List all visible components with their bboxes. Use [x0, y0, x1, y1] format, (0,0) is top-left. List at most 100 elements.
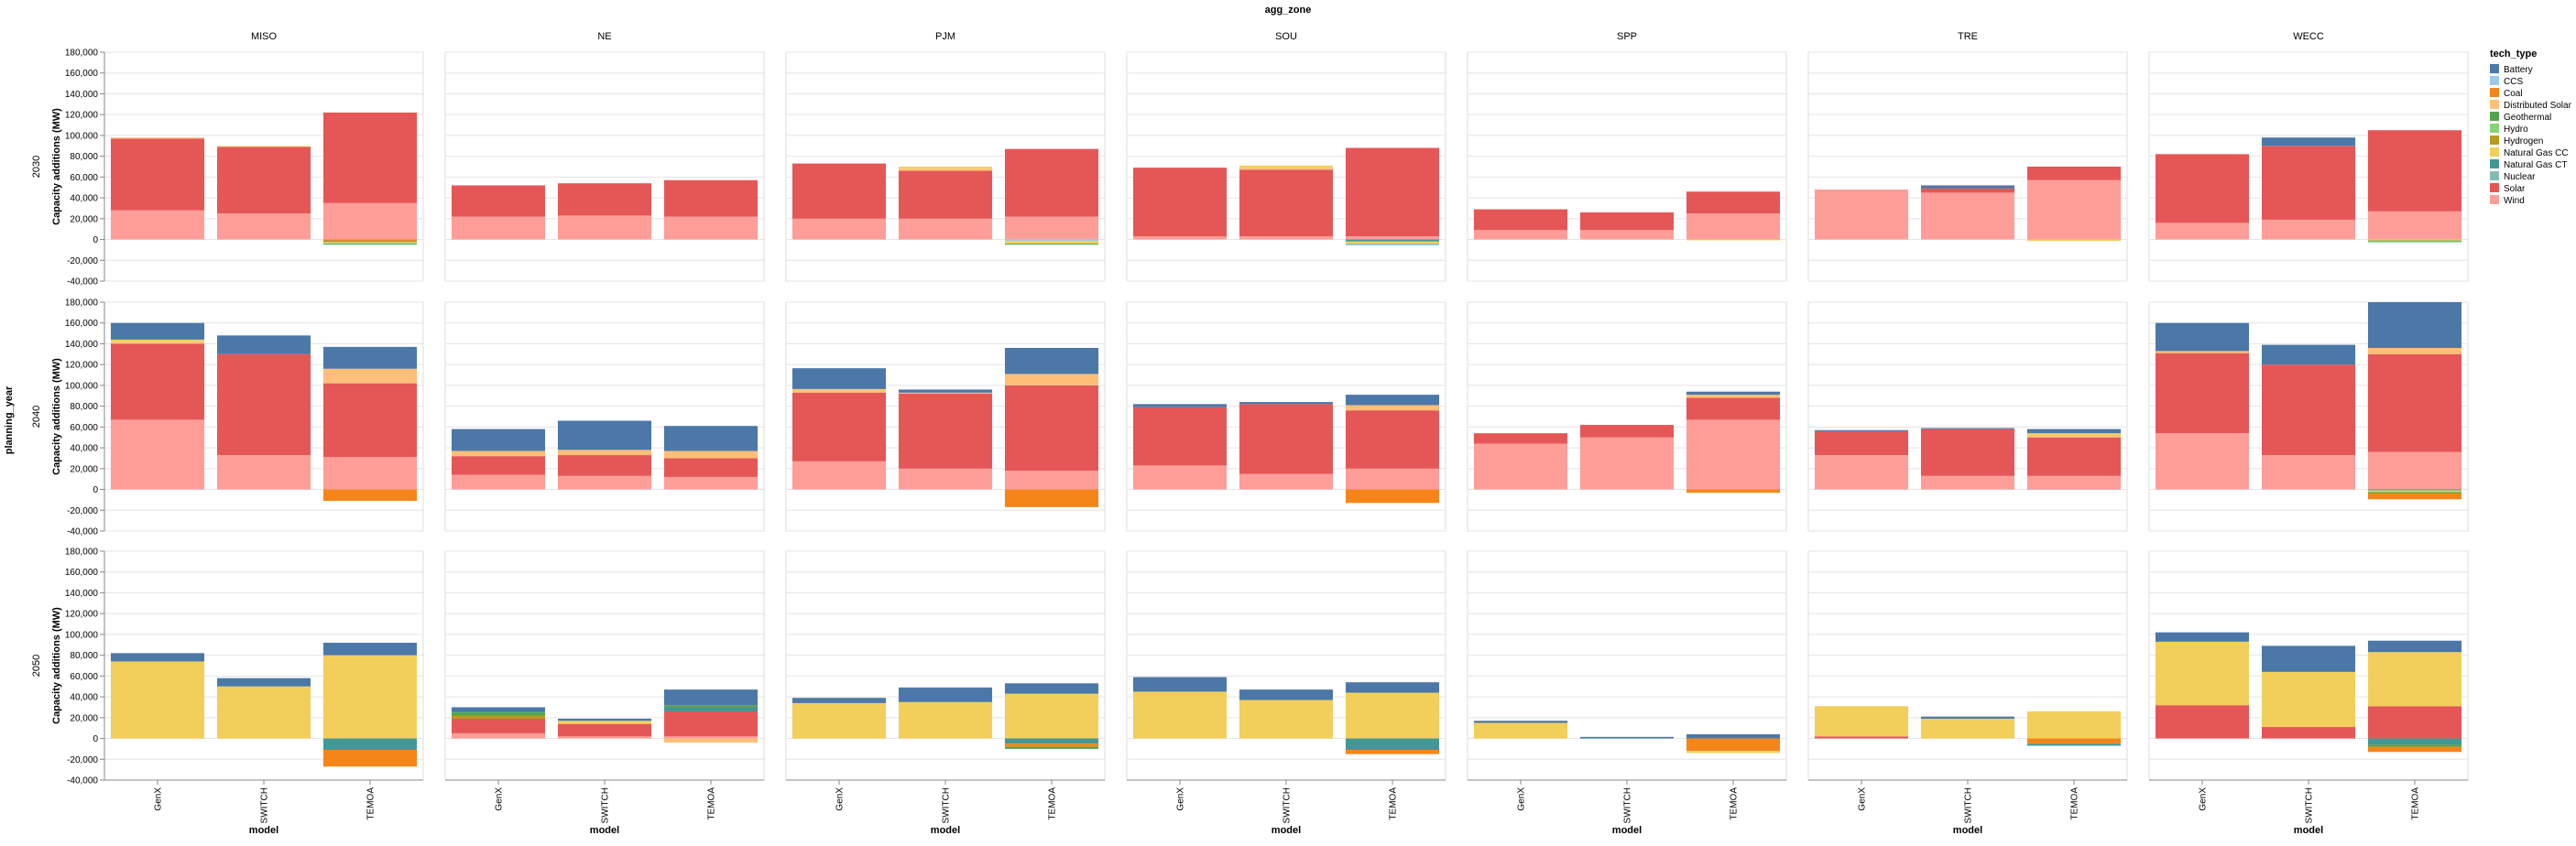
- bar-segment-solar: [791, 392, 887, 461]
- bar-segment-solar: [2026, 437, 2122, 476]
- bar-segment-natural-gas-cc: [1132, 691, 1228, 739]
- y-tick-label: -20,000: [67, 755, 98, 765]
- y-tick-label: 140,000: [65, 90, 99, 100]
- bar-segment-natural-gas-cc: [1004, 241, 1099, 244]
- y-tick-label: 160,000: [65, 319, 99, 329]
- bar-segment-battery: [2261, 645, 2356, 672]
- bar-segment-natural-gas-ct: [451, 711, 546, 713]
- x-tick-label-temoa: TEMOA: [366, 787, 377, 820]
- legend-swatch-hydrogen: [2490, 136, 2499, 145]
- panel-frame: [444, 301, 765, 532]
- legend-label: Solar: [2504, 184, 2526, 194]
- y-tick-label: 60,000: [70, 173, 98, 183]
- x-axis-title: model: [931, 825, 960, 836]
- bar-segment-geothermal: [1004, 746, 1099, 749]
- bar-segment-solar: [2367, 706, 2462, 739]
- bar-segment-solar: [557, 183, 652, 216]
- bar-segment-solar: [557, 455, 652, 476]
- bar-segment-wind: [1345, 236, 1440, 240]
- bar-segment-battery: [791, 698, 887, 703]
- bar-segment-battery: [1132, 677, 1228, 692]
- bar-segment-natural-gas-cc: [2155, 641, 2250, 706]
- bar-segment-natural-gas-cc: [110, 661, 205, 739]
- legend-swatch-geothermal: [2490, 112, 2499, 121]
- bar-segment-natural-gas-cc: [2026, 433, 2122, 436]
- bar-segment-natural-gas-cc: [898, 167, 993, 169]
- x-tick-label-temoa: TEMOA: [1730, 787, 1740, 820]
- bar-segment-natural-gas-cc: [2026, 711, 2122, 739]
- bar-segment-ccs: [2026, 489, 2122, 491]
- panel-sou-2040: [1126, 301, 1446, 532]
- bar-segment-battery: [2367, 640, 2462, 653]
- bar-segment-battery: [1814, 429, 1909, 431]
- bar-segment-wind: [2367, 211, 2462, 240]
- row-title-2030: 2030: [31, 156, 42, 178]
- bar-segment-distributed-solar: [663, 450, 759, 459]
- panel-pjm-2040: [785, 301, 1106, 532]
- bar-segment-distributed-solar: [451, 450, 546, 457]
- bar-segment-wind: [1686, 213, 1781, 240]
- y-tick-label: 20,000: [70, 214, 98, 224]
- bar-segment-wind: [1579, 230, 1675, 240]
- x-axis-title: model: [1953, 825, 1982, 836]
- bar-segment-coal: [1686, 738, 1781, 752]
- bar-segment-battery: [557, 718, 652, 721]
- bar-segment-coal: [322, 239, 418, 242]
- bar-segment-distributed-solar: [110, 137, 205, 139]
- bar-segment-natural-gas-cc: [1814, 706, 1909, 737]
- bar-segment-battery: [1004, 348, 1099, 374]
- bar-segment-coal: [1004, 743, 1099, 747]
- x-tick-label-genx: GenX: [154, 787, 164, 811]
- bar-segment-battery: [110, 322, 205, 340]
- y-tick-label: 120,000: [65, 361, 99, 371]
- bar-segment-solar: [2261, 727, 2356, 739]
- legend-label: Hydro: [2504, 125, 2528, 135]
- y-tick-label: -40,000: [67, 277, 98, 287]
- bar-segment-wind: [663, 476, 759, 490]
- bar-segment-solar: [2155, 154, 2250, 223]
- bar-segment-natural-gas-cc: [216, 686, 311, 739]
- bar-segment-solar: [216, 146, 311, 214]
- bar-segment-coal: [2026, 738, 2122, 744]
- bar-segment-battery: [557, 420, 652, 450]
- bar-segment-solar: [2261, 146, 2356, 220]
- bar-segment-solar: [2261, 364, 2356, 456]
- bar-segment-solar: [2155, 352, 2250, 434]
- bar-segment-battery: [898, 687, 993, 702]
- bar-segment-natural-gas-ct: [2367, 738, 2462, 745]
- column-title-ne: NE: [597, 31, 611, 42]
- y-tick-label: 20,000: [70, 464, 98, 474]
- x-axis-title: model: [2294, 825, 2323, 836]
- bar-segment-wind: [1004, 471, 1099, 490]
- bar-segment-coal: [1686, 489, 1781, 493]
- x-tick-label-temoa: TEMOA: [2411, 787, 2421, 820]
- bar-segment-natural-gas-cc: [322, 242, 418, 244]
- bar-segment-coal: [1345, 489, 1440, 504]
- y-tick-label: 40,000: [70, 194, 98, 204]
- legend-swatch-nuclear: [2490, 171, 2499, 180]
- y-tick-label: 160,000: [65, 568, 99, 578]
- bar-segment-coal: [1004, 489, 1099, 507]
- bar-segment-battery: [1920, 716, 2015, 719]
- bar-segment-wind: [1814, 190, 1909, 240]
- bar-segment-natural-gas-cc: [110, 339, 205, 342]
- bar-segment-natural-gas-cc: [216, 146, 311, 147]
- bar-segment-wind: [557, 215, 652, 240]
- bar-segment-solar: [1814, 430, 1909, 456]
- panel-frame: [1807, 301, 2128, 532]
- bar-segment-wind: [1239, 236, 1334, 240]
- bar-segment-battery: [1920, 428, 2015, 429]
- bar-segment-solar: [110, 138, 205, 211]
- y-tick-label: 0: [93, 235, 98, 245]
- panel-tre-2040: [1807, 301, 2128, 532]
- y-tick-label: 40,000: [70, 693, 98, 703]
- bar-segment-wind: [1579, 437, 1675, 490]
- bar-segment-wind: [322, 202, 418, 240]
- bar-segment-solar: [663, 711, 759, 737]
- x-axis-title: model: [1612, 825, 1642, 836]
- panel-miso-2040: -40,000 -20,000 0 20,000 40,000 60,000 80,000 1…: [65, 298, 424, 537]
- bar-segment-wind: [2026, 179, 2122, 240]
- bar-segment-solar: [2367, 130, 2462, 212]
- bar-segment-solar: [898, 170, 993, 219]
